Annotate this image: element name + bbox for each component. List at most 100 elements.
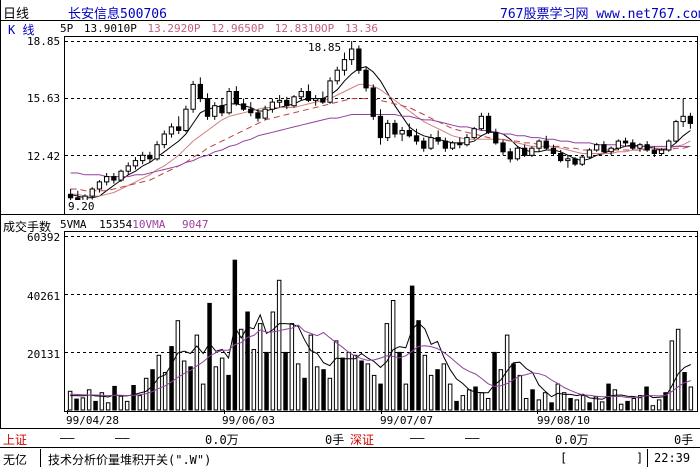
vma-lines — [70, 313, 692, 400]
volume-bar — [124, 400, 130, 411]
sh-dash-2: —— — [115, 431, 130, 445]
volume-bar — [365, 363, 371, 411]
volume-bar — [251, 349, 257, 411]
candle-down — [413, 135, 420, 142]
candle-up — [276, 99, 283, 103]
candle-down — [493, 131, 499, 144]
volume-bar — [371, 374, 377, 411]
candle-up — [154, 144, 160, 160]
candle-up — [399, 130, 405, 135]
volume-bar — [479, 392, 485, 411]
candle-up — [514, 147, 521, 160]
candle-up — [471, 128, 477, 139]
candle-up — [658, 149, 665, 154]
volume-bar — [188, 366, 193, 411]
volume-bar — [346, 351, 352, 411]
volume-bar — [131, 385, 136, 411]
volume-bar — [447, 383, 453, 411]
volume-bar — [137, 395, 143, 411]
volume-bar — [118, 395, 124, 411]
sz-index-label[interactable]: 深证 — [350, 433, 375, 447]
candle-up — [579, 156, 585, 165]
candle-down — [305, 91, 312, 101]
x-date-2: 99/07/07 — [380, 414, 433, 427]
volume-bar — [542, 392, 548, 411]
volume-bar — [454, 400, 459, 411]
sz-dash-2: —— — [465, 431, 480, 445]
volume-bar — [245, 311, 250, 411]
volume-bar — [295, 363, 301, 411]
volume-bar — [80, 397, 86, 411]
candle-up — [89, 188, 95, 197]
volume-bar — [485, 398, 491, 411]
candle-down — [442, 140, 449, 149]
candle-up — [269, 101, 276, 110]
candle-down — [197, 83, 203, 100]
candle-down — [240, 103, 247, 110]
candle-up — [140, 154, 146, 162]
unit-label: 无亿 — [3, 453, 28, 467]
volume-grid — [65, 236, 697, 353]
vma-legend-2: 10VMA — [132, 218, 166, 231]
input-bracket-open[interactable]: [ — [560, 451, 568, 465]
candle-down — [370, 87, 376, 117]
volume-bar — [441, 363, 447, 411]
k-line-label: K 线 — [8, 23, 35, 37]
volume-bar — [682, 372, 687, 411]
volume-bar — [428, 374, 434, 411]
candle-up — [104, 176, 110, 183]
volume-bar — [340, 357, 345, 411]
candle-down — [500, 142, 506, 153]
volume-bar — [612, 389, 618, 411]
candle-up — [428, 137, 434, 149]
high-price-label: 18.85 — [308, 41, 342, 54]
volume-bars — [67, 259, 694, 411]
volume-bar — [238, 328, 244, 411]
volume-bar — [257, 323, 263, 411]
candle-up — [168, 126, 175, 135]
y-tick-vol-0: 60392 — [27, 231, 61, 244]
candle-up — [449, 142, 456, 149]
candle-down — [67, 193, 74, 199]
candle-down — [457, 142, 463, 146]
candle-up — [637, 144, 643, 149]
volume-bar — [618, 403, 624, 411]
sh-index-label[interactable]: 上证 — [3, 433, 28, 447]
volume-bar — [397, 351, 402, 411]
vma-line-5vma — [70, 313, 692, 400]
status-separator-2 — [647, 449, 648, 467]
volume-bar — [276, 279, 282, 411]
candle-up — [96, 181, 103, 190]
volume-bar — [536, 399, 542, 411]
candle-up — [478, 115, 485, 130]
candle-up — [291, 96, 297, 107]
low-price-label: 9.20 — [68, 200, 95, 213]
candles — [67, 41, 694, 212]
clock-time: 22:39 — [654, 451, 691, 465]
sz-amount: 0.0万 — [555, 433, 589, 447]
volume-bar — [555, 383, 561, 411]
ma-legend-0: 5P — [60, 22, 74, 35]
candle-down — [176, 126, 182, 131]
volume-bar — [219, 357, 225, 411]
candle-up — [161, 133, 167, 146]
candle-down — [485, 115, 492, 133]
candle-up — [298, 91, 304, 98]
volume-bar — [327, 377, 333, 411]
volume-bar — [656, 399, 662, 411]
volume-bar — [644, 386, 649, 411]
volume-bar — [593, 396, 599, 411]
candle-up — [565, 158, 571, 162]
volume-bar — [181, 360, 187, 411]
volume-bar — [688, 386, 694, 411]
volume-bar — [321, 369, 326, 411]
input-bracket-close[interactable]: ] — [636, 451, 644, 465]
volume-bar — [359, 360, 364, 411]
candle-down — [630, 142, 636, 149]
stock-name: 长安信息500706 — [68, 7, 167, 22]
volume-bar — [631, 398, 637, 411]
y-tick-vol-2: 20131 — [27, 348, 61, 361]
volume-bar — [289, 323, 295, 411]
volume-bar — [403, 383, 409, 411]
volume-bar — [530, 389, 535, 411]
